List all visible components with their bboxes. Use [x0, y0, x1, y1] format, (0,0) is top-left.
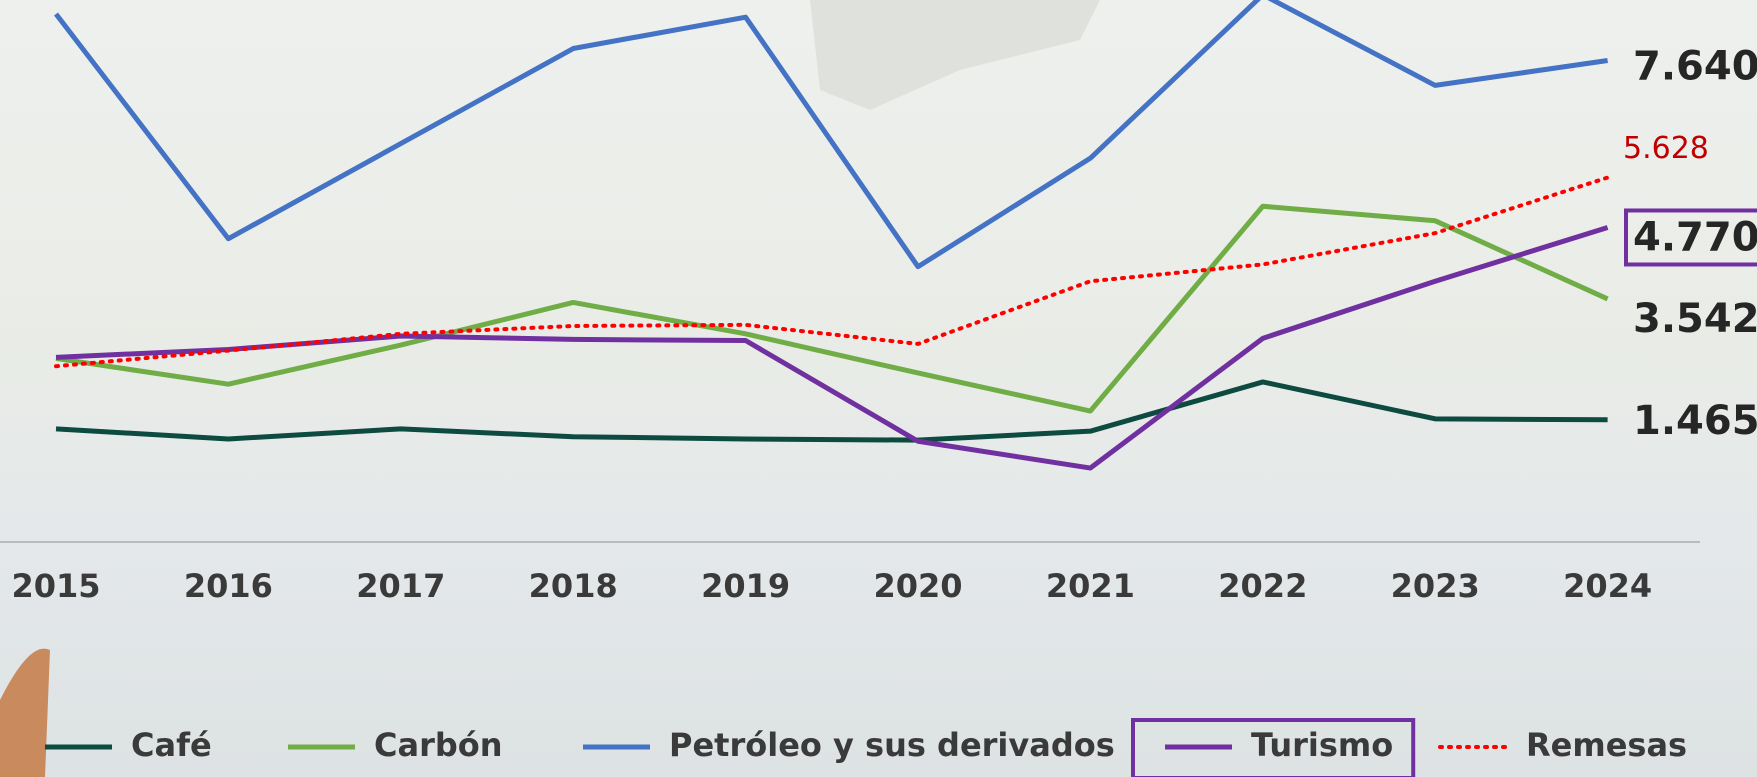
value-label: 7.640 [1633, 44, 1757, 90]
value-label: 4.770 [1633, 214, 1757, 260]
legend-label: Café [131, 726, 212, 764]
x-tick-label: 2016 [184, 567, 273, 605]
x-tick-label: 2022 [1218, 567, 1307, 605]
value-label: 1.465 [1633, 398, 1757, 444]
x-tick-label: 2017 [356, 567, 445, 605]
x-tick-label: 2024 [1563, 567, 1652, 605]
background [0, 0, 1757, 777]
x-tick-label: 2018 [529, 567, 618, 605]
value-label: 5.628 [1623, 131, 1709, 166]
value-label: 3.542 [1633, 296, 1757, 342]
x-tick-label: 2021 [1046, 567, 1135, 605]
chart: 2015 2016 2017 2018 2019 2020 2021 2022 2023 2024… [0, 0, 1757, 777]
x-tick-label: 2019 [701, 567, 790, 605]
legend-label: Turismo [1251, 726, 1393, 764]
x-tick-label: 2015 [11, 567, 100, 605]
x-tick-label: 2023 [1391, 567, 1480, 605]
legend-label: Carbón [374, 726, 503, 764]
legend-label: Remesas [1526, 726, 1687, 764]
legend-label: Petróleo y sus derivados [669, 726, 1115, 764]
x-tick-label: 2020 [873, 567, 962, 605]
